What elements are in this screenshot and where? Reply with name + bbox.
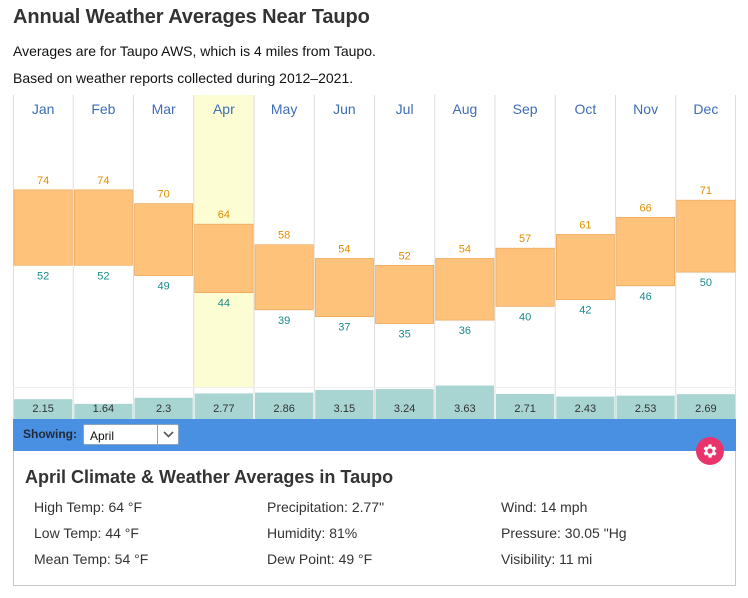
temp-range-bar [194, 223, 254, 294]
high-temp-label: 71 [700, 185, 712, 197]
precip-bar [375, 389, 434, 419]
low-temp-label: 36 [459, 325, 471, 337]
low-temp-label: 42 [579, 305, 591, 317]
temp-range-bar [616, 216, 676, 287]
temp-range-bar [435, 258, 495, 321]
high-temp-label: 54 [459, 243, 471, 255]
page-title: Annual Weather Averages Near Taupo [13, 6, 370, 28]
month-label: Jul [396, 101, 414, 117]
chevron-down-icon [163, 431, 174, 438]
precip-label: 2.69 [695, 403, 716, 415]
precip-bar [496, 393, 555, 419]
precip-label: 2.77 [213, 403, 234, 415]
precip-label: 3.24 [394, 403, 415, 415]
month-label: May [271, 101, 297, 117]
dropdown-toggle[interactable] [157, 425, 178, 444]
high-temp-stat: High Temp: 64 °F [34, 499, 143, 515]
temp-range-bar [314, 258, 374, 318]
month-label: Sep [513, 101, 538, 117]
precip-bar [435, 385, 494, 419]
high-temp-label: 70 [158, 189, 170, 201]
mean-temp-stat: Mean Temp: 54 °F [34, 551, 149, 567]
temp-range-bar [375, 264, 435, 324]
high-temp-label: 58 [278, 230, 290, 242]
precip-label: 2.53 [635, 403, 656, 415]
details-title: April Climate & Weather Averages in Taup… [25, 467, 394, 487]
precip-label: 3.63 [454, 403, 475, 415]
precip-bar [556, 396, 615, 419]
high-temp-label: 52 [399, 250, 411, 262]
month-select[interactable]: April [83, 424, 179, 445]
low-temp-stat: Low Temp: 44 °F [34, 525, 139, 541]
precip-bar [315, 389, 374, 419]
temp-range-bar [13, 189, 73, 266]
high-temp-label: 54 [338, 243, 350, 255]
precip-bar [134, 397, 193, 419]
low-temp-label: 35 [399, 329, 411, 341]
humidity-stat: Humidity: 81% [267, 525, 358, 541]
selected-month-value: April [90, 429, 115, 443]
precip-label: 2.86 [273, 403, 294, 415]
temp-range-bar [73, 189, 133, 266]
precip-label: 1.64 [93, 403, 114, 415]
high-temp-label: 61 [579, 219, 591, 231]
low-temp-label: 44 [218, 298, 230, 310]
temp-range-bar [254, 244, 314, 311]
high-temp-label: 74 [37, 175, 49, 187]
settings-button[interactable] [696, 437, 724, 465]
data-period-note: Based on weather reports collected durin… [13, 70, 354, 86]
month-label: Mar [152, 101, 176, 117]
precip-label: 2.15 [32, 403, 53, 415]
month-label: Feb [91, 101, 115, 117]
precip-bar [616, 395, 675, 419]
month-label: Oct [574, 101, 596, 117]
weather-chart: Jan 74 52 2.15 Feb 74 52 1.64 Mar 70 49 2.3 Apr 64 44 2… [13, 95, 736, 420]
temp-range-bar [676, 199, 736, 273]
pressure-stat: Pressure: 30.05 "Hg [501, 525, 627, 541]
precip-bar [14, 399, 73, 419]
month-label: Jan [32, 101, 55, 117]
visibility-stat: Visibility: 11 mi [501, 551, 593, 567]
low-temp-label: 39 [278, 315, 290, 327]
precipitation-stat: Precipitation: 2.77" [267, 499, 385, 515]
precip-bar [255, 392, 314, 419]
month-label: Apr [213, 101, 235, 117]
low-temp-label: 50 [700, 277, 712, 289]
station-note: Averages are for Taupo AWS, which is 4 m… [13, 43, 376, 59]
month-label: Nov [633, 101, 658, 117]
temp-range-bar [134, 203, 194, 276]
precip-label: 2.43 [575, 403, 596, 415]
month-details-panel: April Climate & Weather Averages in Taup… [13, 451, 736, 586]
temp-range-bar [555, 234, 615, 300]
precip-bar [676, 394, 735, 419]
precip-label: 3.15 [334, 403, 355, 415]
dew-point-stat: Dew Point: 49 °F [267, 551, 373, 567]
month-selector-bar: Showing: April [13, 419, 736, 451]
month-label: Aug [452, 101, 477, 117]
low-temp-label: 49 [158, 281, 170, 293]
showing-label: Showing: [23, 427, 77, 441]
month-label: Jun [333, 101, 356, 117]
low-temp-label: 46 [640, 291, 652, 303]
precip-bar [74, 403, 133, 419]
temp-range-bar [495, 247, 555, 307]
precip-bar [194, 393, 253, 419]
low-temp-label: 52 [37, 270, 49, 282]
gear-icon [703, 444, 717, 458]
month-label: Dec [693, 101, 718, 117]
high-temp-label: 57 [519, 233, 531, 245]
precip-label: 2.71 [514, 403, 535, 415]
low-temp-label: 52 [97, 270, 109, 282]
high-temp-label: 74 [97, 175, 109, 187]
high-temp-label: 64 [218, 209, 230, 221]
low-temp-label: 37 [338, 322, 350, 334]
low-temp-label: 40 [519, 311, 531, 323]
precip-label: 2.3 [156, 403, 171, 415]
wind-stat: Wind: 14 mph [501, 499, 588, 515]
high-temp-label: 66 [640, 202, 652, 214]
